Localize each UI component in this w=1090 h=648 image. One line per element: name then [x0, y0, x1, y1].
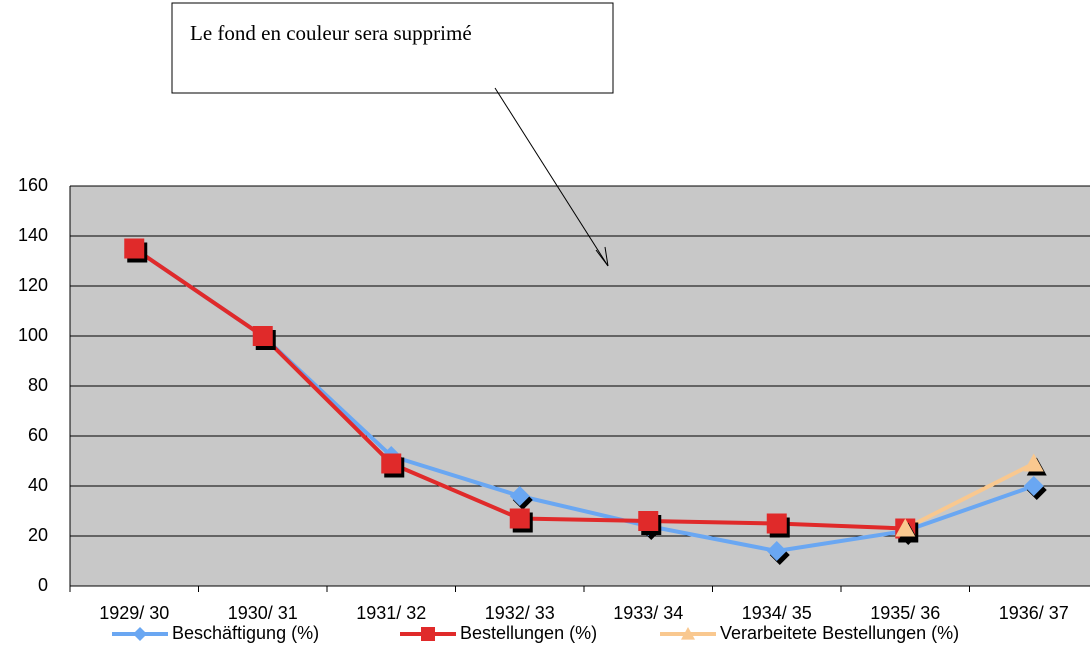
annotation-arrowhead [595, 246, 609, 267]
annotation-text: Le fond en couleur sera supprimé [190, 21, 472, 45]
x-tick-label: 1930/ 31 [228, 603, 298, 623]
x-tick-label: 1934/ 35 [742, 603, 812, 623]
x-tick-label: 1932/ 33 [485, 603, 555, 623]
x-tick-label: 1933/ 34 [613, 603, 683, 623]
legend-marker [421, 627, 435, 641]
y-tick-label: 80 [28, 375, 48, 395]
x-tick-label: 1929/ 30 [99, 603, 169, 623]
x-tick-label: 1931/ 32 [356, 603, 426, 623]
y-tick-label: 0 [38, 575, 48, 595]
y-tick-label: 40 [28, 475, 48, 495]
marker [638, 511, 659, 531]
x-tick-label: 1936/ 37 [999, 603, 1069, 623]
marker [766, 513, 787, 534]
marker [766, 541, 787, 561]
legend-label: Beschäftigung (%) [172, 623, 319, 643]
marker [895, 518, 916, 537]
y-tick-label: 120 [18, 275, 48, 295]
annotation-arrow [494, 87, 609, 267]
y-tick-label: 60 [28, 425, 48, 445]
legend-label: Bestellungen (%) [460, 623, 597, 643]
marker [252, 326, 273, 346]
y-tick-label: 140 [18, 225, 48, 245]
y-tick-label: 160 [18, 175, 48, 195]
y-tick-label: 20 [28, 525, 48, 545]
plot-area [70, 185, 1090, 587]
marker [381, 453, 402, 474]
legend-marker [133, 627, 147, 641]
marker [1023, 476, 1044, 496]
x-tick-label: 1935/ 36 [870, 603, 940, 623]
annotation-box [171, 2, 614, 94]
marker [124, 238, 145, 259]
marker [509, 508, 530, 529]
marker [1023, 453, 1044, 472]
legend-marker [681, 627, 695, 640]
marker [509, 486, 530, 506]
series-line [904, 461, 1035, 531]
y-tick-label: 100 [18, 325, 48, 345]
legend-label: Verarbeitete Bestellungen (%) [720, 623, 959, 643]
